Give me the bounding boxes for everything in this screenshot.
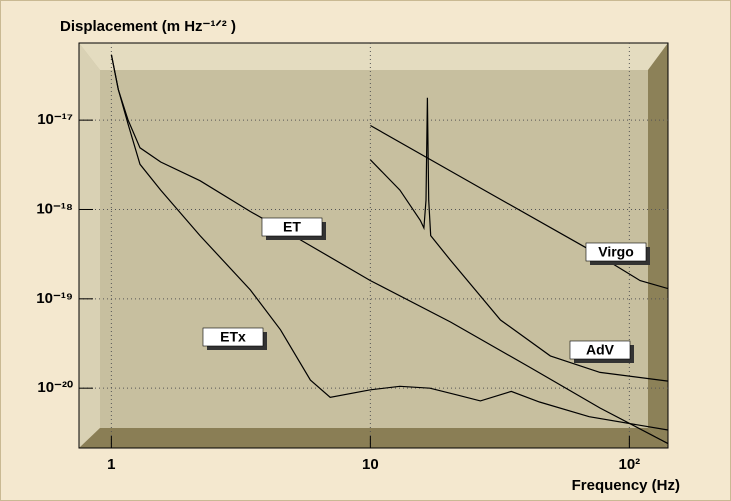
bevel-bottom xyxy=(79,428,668,448)
label-box xyxy=(202,327,264,347)
frame xyxy=(78,42,669,449)
y-tick-label: 10⁻¹⁹ xyxy=(36,290,73,307)
x-axis-label: Frequency (Hz) xyxy=(572,477,680,494)
series-label: Virgo xyxy=(598,244,634,260)
y-tick-label: 10⁻¹⁸ xyxy=(36,200,73,217)
bevel-left xyxy=(79,43,100,448)
series-label: AdV xyxy=(586,342,615,358)
plot-area xyxy=(79,43,668,448)
bevel-top xyxy=(79,43,668,70)
x-tick-label: 10² xyxy=(619,456,641,473)
series-line xyxy=(110,54,668,445)
series-line xyxy=(110,54,668,431)
series-label: ETx xyxy=(220,329,246,345)
label-box xyxy=(569,340,631,360)
y-tick-label: 10⁻²⁰ xyxy=(37,379,73,396)
series-label: ET xyxy=(283,219,301,235)
bevel-right xyxy=(648,43,668,448)
series-line xyxy=(369,97,668,382)
x-tick-label: 1 xyxy=(107,456,115,473)
grid xyxy=(79,43,668,448)
x-tick-label: 10 xyxy=(362,456,379,473)
y-tick-label: 10⁻¹⁷ xyxy=(37,111,73,128)
label-box xyxy=(261,217,323,237)
chart-title: Displacement (m Hz⁻¹ᐟ² ) xyxy=(60,18,236,35)
curves xyxy=(110,54,668,445)
label-box xyxy=(585,242,647,262)
